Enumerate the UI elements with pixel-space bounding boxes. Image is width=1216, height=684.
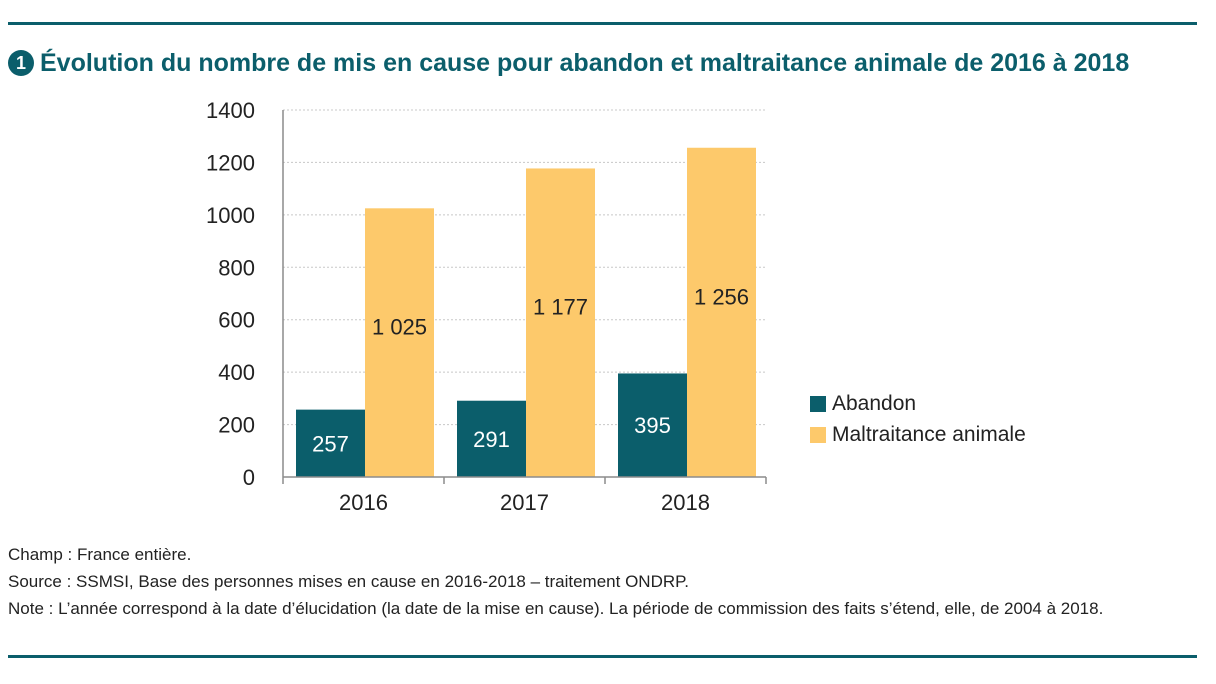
legend-swatch-maltraitance [810,426,826,443]
top-rule [8,22,1197,25]
bar-abandon-2018 [618,373,687,477]
y-tick-label: 200 [218,413,255,438]
champ-note: Champ : France entière. [8,545,192,564]
y-tick-label: 1000 [206,203,255,228]
data-label: 291 [473,427,510,452]
y-tick-label: 800 [218,255,255,280]
chart-title: 1 Évolution du nombre de mis en cause pou… [8,47,1198,80]
bar-maltraitance-2016 [365,208,434,477]
legend-label-maltraitance: Maltraitance animale [832,422,1026,446]
bar-maltraitance-2018 [687,147,756,477]
bar-maltraitance-2017 [526,168,595,477]
x-tick-label: 2016 [339,490,388,515]
x-tick-label: 2018 [661,490,710,515]
number-one-icon: 1 [8,50,34,76]
y-tick-label: 1400 [206,98,255,123]
data-label: 257 [312,431,349,456]
legend-label-abandon: Abandon [832,391,917,415]
y-tick-label: 600 [218,308,255,333]
bar-chart: 0 200 400 600 800 1000 1200 1400 257 1 025 2016 291… [206,98,767,515]
data-label: 1 256 [694,284,749,309]
bottom-rule [8,655,1197,658]
bar-abandon-2017 [457,400,526,477]
x-tick-label: 2017 [500,490,549,515]
y-tick-label: 400 [218,360,255,385]
data-label: 1 025 [372,315,427,340]
methodology-note: Note : L’année correspond à la date d’él… [8,599,1104,618]
legend-item-abandon: Abandon [810,388,1026,419]
y-tick-label: 0 [243,465,255,490]
y-tick-label: 1200 [206,150,255,175]
bar-abandon-2016 [296,409,365,477]
chart-title-text: Évolution du nombre de mis en cause pour… [40,49,1130,77]
legend: Abandon Maltraitance animale [810,388,1026,450]
legend-item-maltraitance: Maltraitance animale [810,419,1026,450]
footnotes: Champ : France entière. Source : SSMSI, … [8,541,1198,622]
data-label: 1 177 [533,295,588,320]
source-note: Source : SSMSI, Base des personnes mises… [8,572,689,591]
data-label: 395 [634,413,671,438]
legend-swatch-abandon [810,395,826,412]
